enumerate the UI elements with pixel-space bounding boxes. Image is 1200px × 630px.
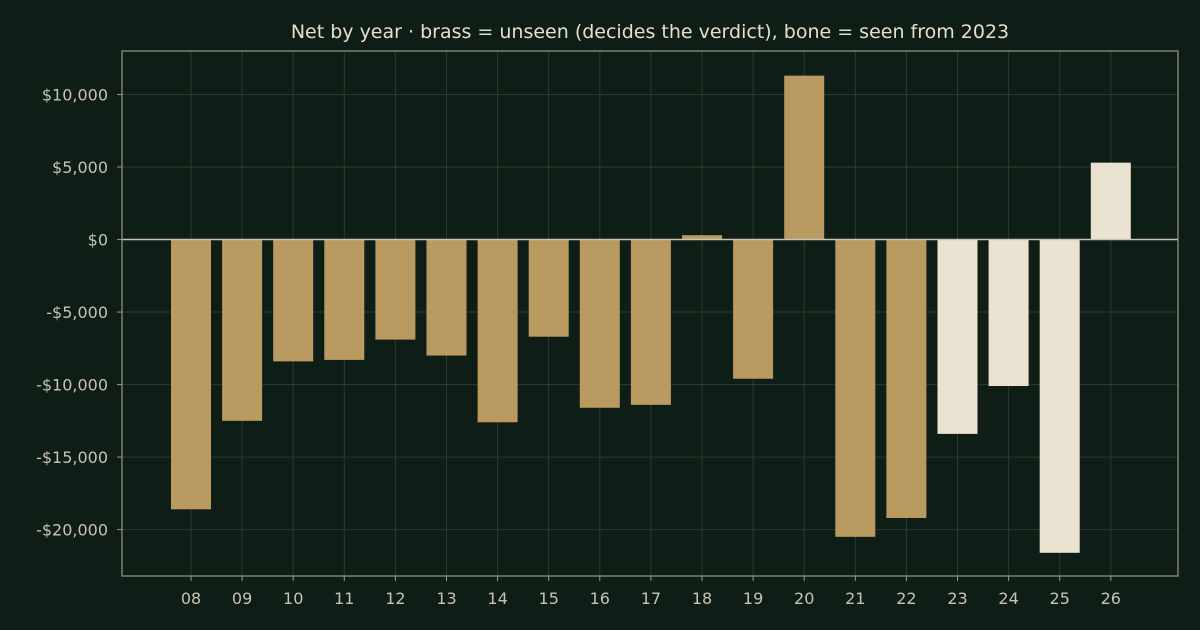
bar-20 bbox=[784, 75, 825, 240]
bar-14 bbox=[477, 239, 518, 423]
x-tick-label: 17 bbox=[641, 589, 661, 608]
y-axis-ticks: $10,000 $5,000 $0 -$5,000 -$10,000 -$15,000 -$… bbox=[36, 86, 122, 540]
x-tick-label: 13 bbox=[436, 589, 456, 608]
y-tick-label: $10,000 bbox=[42, 86, 108, 105]
x-tick-label: 26 bbox=[1101, 589, 1121, 608]
chart-title: Net by year · brass = unseen (decides th… bbox=[291, 21, 1009, 43]
bar-22 bbox=[886, 239, 927, 518]
x-tick-label: 15 bbox=[539, 589, 559, 608]
x-tick-label: 10 bbox=[283, 589, 303, 608]
x-tick-label: 23 bbox=[947, 589, 967, 608]
bar-08 bbox=[171, 239, 211, 510]
bar-13 bbox=[426, 239, 467, 356]
x-tick-label: 21 bbox=[845, 589, 865, 608]
bar-25 bbox=[1039, 239, 1080, 553]
y-tick-label: -$5,000 bbox=[46, 303, 108, 322]
y-tick-label: -$20,000 bbox=[36, 521, 108, 540]
x-tick-label: 19 bbox=[743, 589, 763, 608]
y-tick-label: -$15,000 bbox=[36, 448, 108, 467]
x-tick-label: 09 bbox=[232, 589, 252, 608]
x-tick-label: 11 bbox=[334, 589, 354, 608]
y-tick-label: $0 bbox=[88, 231, 108, 250]
x-tick-label: 16 bbox=[590, 589, 610, 608]
x-tick-label: 20 bbox=[794, 589, 814, 608]
bar-10 bbox=[273, 239, 314, 362]
bar-09 bbox=[222, 239, 263, 421]
x-tick-label: 24 bbox=[998, 589, 1018, 608]
bar-19 bbox=[733, 239, 774, 379]
plot-frame bbox=[121, 50, 1179, 577]
bar-18 bbox=[682, 235, 722, 240]
y-tick-label: -$10,000 bbox=[36, 376, 108, 395]
bar-23 bbox=[937, 239, 978, 434]
bar-17 bbox=[630, 239, 671, 405]
bar-15 bbox=[528, 239, 569, 337]
x-tick-label: 12 bbox=[385, 589, 405, 608]
bar-12 bbox=[375, 239, 416, 340]
bars bbox=[171, 75, 1131, 553]
bar-24 bbox=[988, 239, 1029, 387]
x-tick-label: 08 bbox=[181, 589, 201, 608]
x-tick-label: 25 bbox=[1050, 589, 1070, 608]
bar-26 bbox=[1090, 162, 1131, 240]
x-tick-label: 14 bbox=[487, 589, 507, 608]
x-tick-label: 18 bbox=[692, 589, 712, 608]
bar-11 bbox=[324, 239, 365, 360]
x-tick-label: 22 bbox=[896, 589, 916, 608]
y-tick-label: $5,000 bbox=[52, 158, 108, 177]
x-axis-ticks: 08 09 10 11 12 13 14 15 16 17 18 19 20 21 22 23 24 25 26 bbox=[181, 576, 1121, 608]
bar-16 bbox=[579, 239, 620, 408]
bar-21 bbox=[835, 239, 876, 537]
